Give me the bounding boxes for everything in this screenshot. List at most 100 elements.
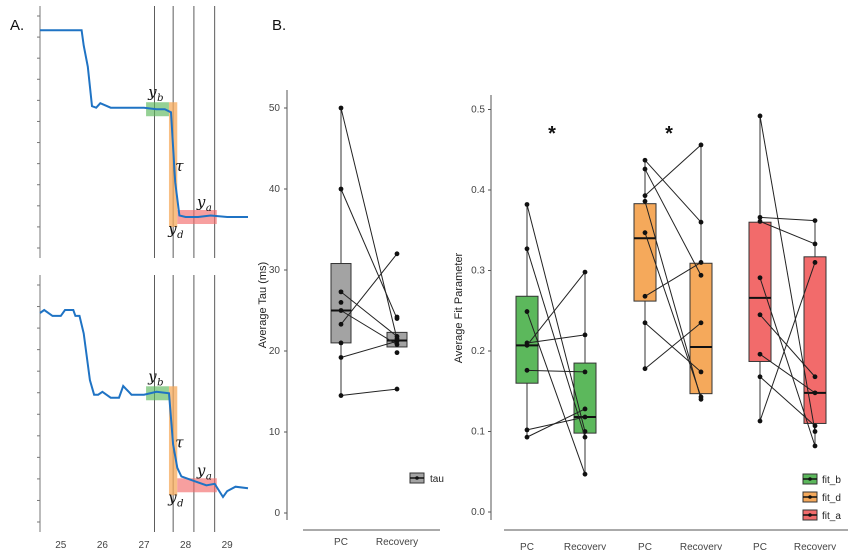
annotation-y-a: y xyxy=(196,193,206,211)
tau-point xyxy=(338,186,344,192)
fit_a-pair-line xyxy=(759,216,816,222)
tau-pair-line xyxy=(340,340,398,358)
fit_b-pair-line xyxy=(526,369,586,373)
tau-point xyxy=(394,251,400,257)
fit_b-point xyxy=(582,471,588,477)
tau-y-tick-label: 10 xyxy=(269,427,281,438)
fit_d-point xyxy=(698,394,704,400)
trace-x-tick-label: 26 xyxy=(97,540,109,550)
fit_a-recovery-box xyxy=(803,256,827,424)
legend-fit_a-swatch-point xyxy=(808,513,812,517)
annotation-y-a: y xyxy=(196,461,206,479)
fit_d-point xyxy=(642,366,648,372)
fit_d-point xyxy=(698,260,704,265)
tau-y-axis-label: Average Tau (ms) xyxy=(257,262,269,348)
fit_d-pair-line xyxy=(644,322,702,370)
tau-point xyxy=(338,355,344,360)
fit_b-point xyxy=(524,309,530,314)
trace-x-tick-label: 27 xyxy=(138,540,150,550)
tau-pair-line xyxy=(340,310,398,345)
fit_b-point xyxy=(524,342,530,348)
fit_a-point xyxy=(812,443,818,449)
legend-tau-swatch-point xyxy=(415,476,419,480)
trace-x-tick-label: 29 xyxy=(222,540,234,550)
legend-fit_d-swatch-point xyxy=(808,495,812,499)
annotation-sub-d: d xyxy=(177,498,183,509)
fit_b-point xyxy=(582,434,588,440)
fit_a-point xyxy=(812,390,818,396)
tau-point xyxy=(338,308,344,313)
fit_a-point xyxy=(757,351,763,357)
panel-a-label: A. xyxy=(10,17,24,34)
annotation-sub-a: a xyxy=(206,203,212,214)
annotation-tau: τ xyxy=(175,157,184,175)
fit_a-point xyxy=(812,218,818,223)
fit-y-axis-label: Average Fit Parameter xyxy=(453,252,465,363)
fit-x-tick-label: PC xyxy=(753,542,767,550)
annotation-y-d: y xyxy=(167,488,177,506)
annotation-sub-b: b xyxy=(157,93,163,104)
tau-pair-line xyxy=(340,188,398,319)
fit_d-pc-box xyxy=(633,203,657,302)
fit_b-pair-line xyxy=(526,248,586,438)
fit_a-pc-box xyxy=(748,221,772,362)
fit_a-point xyxy=(812,429,818,434)
annotation-y-b: y xyxy=(147,83,157,101)
fit-x-tick-label: PC xyxy=(520,542,534,550)
fit_b-pair-line xyxy=(526,311,586,475)
tau-point xyxy=(338,300,344,305)
fit_b-point xyxy=(582,369,588,375)
tau-point xyxy=(394,334,400,339)
fit_a-point xyxy=(812,423,818,429)
fit-x-tick-label: Recovery xyxy=(564,542,606,550)
fit_d-pair-line xyxy=(644,322,702,373)
fit_b-point xyxy=(582,414,588,420)
tau-y-tick-label: 30 xyxy=(269,265,281,276)
trace-x-tick-label: 28 xyxy=(180,540,192,550)
fit_b-pair-line xyxy=(526,334,586,344)
fit-b-band xyxy=(146,386,169,401)
tau-point xyxy=(394,338,400,344)
fit-a-band xyxy=(177,478,217,493)
fit_a-pair-line xyxy=(759,115,816,432)
tau-point xyxy=(338,393,344,398)
fit_b-point xyxy=(524,246,530,252)
fit_d-point xyxy=(642,166,648,172)
fit_d-pair-line xyxy=(644,144,702,197)
tau-y-tick-label: 50 xyxy=(269,103,281,114)
fit_d-point xyxy=(698,142,704,148)
tau-point xyxy=(338,105,344,111)
fit_d-pair-line xyxy=(644,159,702,223)
tau-point xyxy=(338,340,344,346)
fit_a-point xyxy=(812,241,818,247)
tau-point xyxy=(394,314,400,320)
significance-star-fit_b: * xyxy=(548,123,556,145)
tau-point xyxy=(338,321,344,327)
fit-y-tick-label: 0.1 xyxy=(471,427,485,438)
fit_d-point xyxy=(642,198,648,204)
fit_a-pair-line xyxy=(759,353,816,394)
fit_b-point xyxy=(524,434,530,440)
fit_b-pair-line xyxy=(526,408,586,438)
fit_b-pc-box xyxy=(515,295,539,384)
annotation-y-d: y xyxy=(167,220,177,238)
fit_b-point xyxy=(524,367,530,373)
fit-d-band xyxy=(168,102,178,228)
tau-y-tick-label: 40 xyxy=(269,184,281,195)
fit-y-tick-label: 0.3 xyxy=(471,266,485,277)
legend-fit_d-label: fit_d xyxy=(822,493,841,504)
fit_a-point xyxy=(812,260,818,265)
fit-y-tick-label: 0.0 xyxy=(471,507,485,518)
legend-tau-label: tau xyxy=(430,474,444,485)
fit_a-pair-line xyxy=(759,220,816,245)
fit_b-point xyxy=(524,427,530,433)
fit_a-pair-line xyxy=(759,262,816,422)
panel-b-label: B. xyxy=(272,17,286,34)
fit_d-pair-line xyxy=(644,262,702,297)
fit_b-pair-line xyxy=(526,204,586,432)
fit_a-pair-line xyxy=(759,376,816,427)
fit-x-tick-label: Recovery xyxy=(680,542,722,550)
fit_d-point xyxy=(642,157,648,163)
fit_a-point xyxy=(757,113,763,119)
